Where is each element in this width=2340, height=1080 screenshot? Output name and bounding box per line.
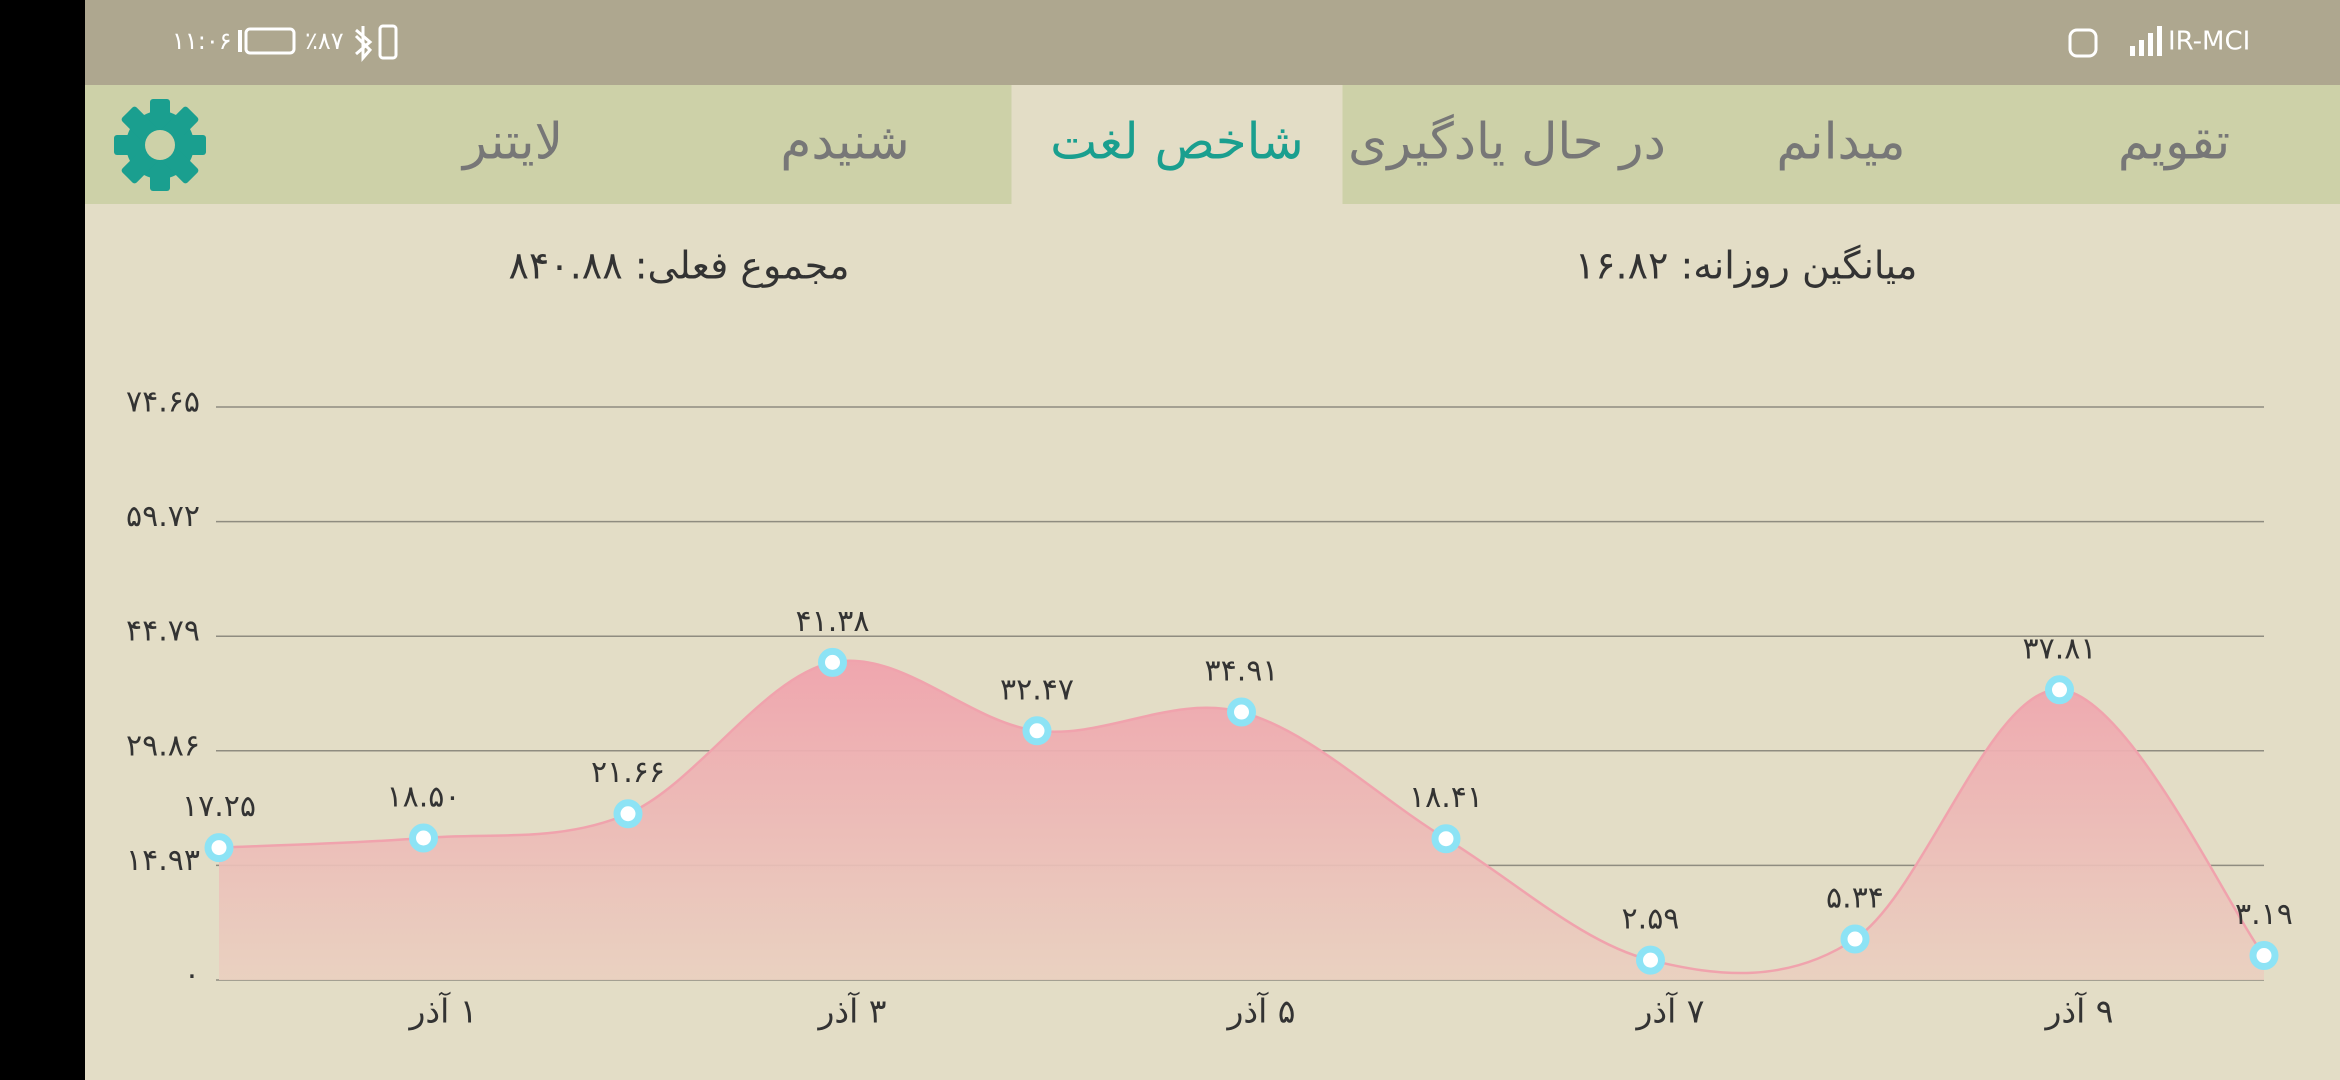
- area: [219, 660, 2264, 980]
- data-label: ۳۲.۴۷: [1000, 672, 1074, 707]
- y-tick-label: ۴۴.۷۹: [126, 614, 200, 649]
- data-point: [204, 833, 234, 863]
- tab[interactable]: لایتنر: [460, 113, 563, 171]
- signal-bar: [2130, 46, 2135, 56]
- data-point: [613, 799, 643, 829]
- tab[interactable]: میدانم: [1776, 113, 1905, 171]
- line: [218, 659, 2265, 975]
- data-label: ۱۸.۴۱: [1409, 780, 1483, 815]
- data-point: [2249, 941, 2279, 971]
- y-tick-label: ۲۹.۸۶: [126, 728, 200, 763]
- data-label: ۱۷.۲۵: [182, 789, 256, 824]
- data-label: ۵.۳۴: [1826, 881, 1884, 916]
- battery-icon: [378, 24, 398, 60]
- data-point: [1022, 716, 1052, 746]
- data-point: [409, 823, 438, 853]
- data-point: [1227, 697, 1256, 727]
- data-label: ۴۱.۳۸: [796, 604, 870, 639]
- signal-bar: [2139, 40, 2144, 56]
- chart: ۰ ۱۴.۹۳ ۲۹.۸۶ ۴۴.۷۹ ۵۹.۷۲ ۷۴.۶۵ ۱۷.۲۵ ۱۸.۵۰ ۱ آذ…: [126, 385, 2293, 1031]
- data-label: ۲۱.۶۶: [591, 755, 665, 790]
- data-label: ۱۸.۵۰: [387, 779, 461, 814]
- instagram-icon: [2068, 28, 2098, 58]
- battery-text: ٪۸۷: [305, 27, 344, 55]
- data-point: [2045, 675, 2074, 705]
- tab-selected[interactable]: شاخص لغت: [1050, 113, 1304, 171]
- data-label: ۳۴.۹۱: [1205, 654, 1279, 689]
- x-tick-label: ۷ آذر: [1634, 992, 1704, 1031]
- data-point: [818, 647, 847, 677]
- gear-hole[interactable]: [145, 130, 175, 160]
- data-label: ۲.۵۹: [1622, 902, 1680, 937]
- y-tick-label: ۰: [184, 958, 200, 993]
- battery-saver-icon: [244, 27, 296, 55]
- data-point: [1840, 924, 1870, 954]
- status-icons: ۱۱:۰۶ ٪۸۷ IR-MCI: [172, 24, 2250, 62]
- status-time: ۱۱:۰۶: [172, 27, 232, 55]
- current-total: مجموع فعلی: ۸۴۰.۸۸: [508, 244, 849, 289]
- settings-gear[interactable]: [114, 99, 206, 191]
- data-point: [1431, 824, 1461, 854]
- tab[interactable]: تقویم: [2118, 113, 2230, 171]
- data-label: ۳۷.۸۱: [2023, 631, 2097, 666]
- x-tick-label: ۵ آذر: [1225, 992, 1295, 1031]
- carrier: IR-MCI: [2168, 27, 2250, 57]
- left-edge: [0, 0, 85, 1080]
- tab[interactable]: در حال یادگیری: [1348, 113, 1666, 171]
- sim-icon: [238, 30, 242, 52]
- y-tick-label: ۱۴.۹۳: [126, 843, 200, 878]
- x-tick-label: ۱ آذر: [407, 992, 477, 1031]
- bluetooth-icon: [354, 26, 373, 62]
- x-tick-label: ۹ آذر: [2043, 992, 2113, 1031]
- tab[interactable]: شنیدم: [780, 113, 909, 171]
- x-tick-label: ۳ آذر: [816, 992, 886, 1031]
- status-bar: [85, 0, 2340, 85]
- y-tick-label: ۷۴.۶۵: [126, 385, 200, 420]
- data-label: ۳.۱۹: [2235, 897, 2293, 932]
- data-point: [1636, 945, 1665, 975]
- signal-bar: [2157, 26, 2162, 56]
- daily-average: میانگین روزانه: ۱۶.۸۲: [1575, 244, 1918, 289]
- signal-bar: [2148, 33, 2153, 56]
- selected-tab-bg[interactable]: [1011, 85, 1343, 204]
- y-tick-label: ۵۹.۷۲: [126, 499, 200, 534]
